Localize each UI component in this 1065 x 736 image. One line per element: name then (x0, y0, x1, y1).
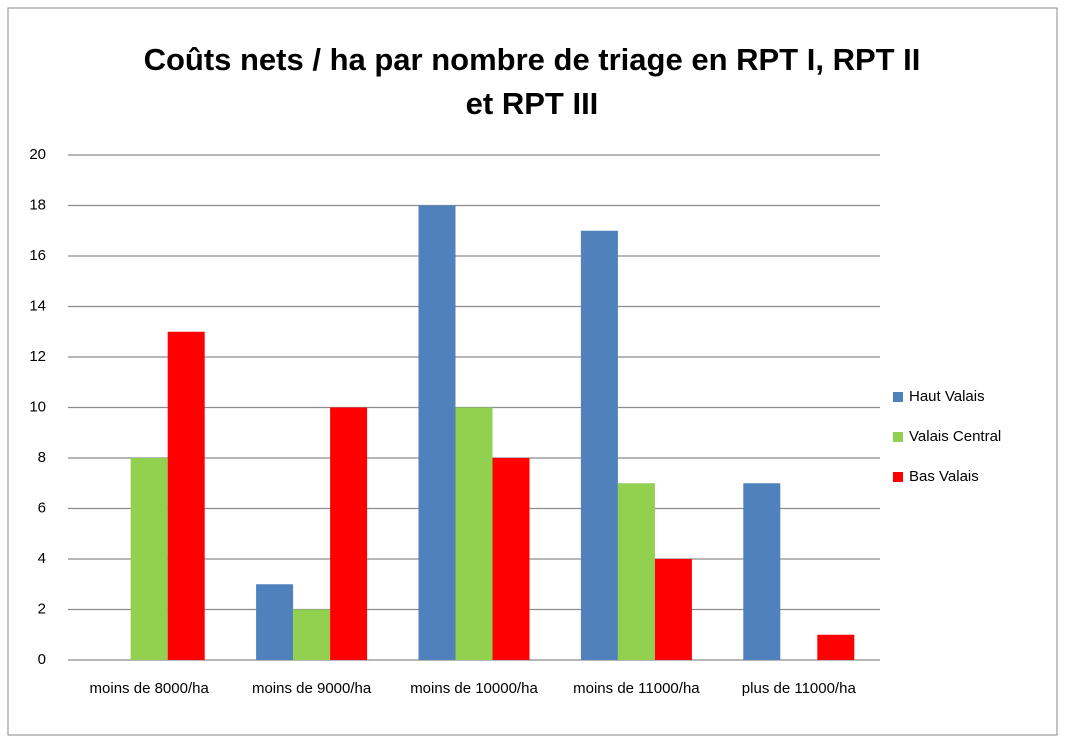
chart-title: Coûts nets / ha par nombre de triage en … (143, 42, 921, 121)
y-tick-label: 6 (38, 499, 46, 516)
y-tick-label: 20 (29, 146, 46, 163)
y-tick-label: 0 (38, 651, 46, 668)
bar (130, 458, 168, 660)
y-tick-label: 12 (29, 348, 46, 365)
y-tick-label: 16 (29, 247, 46, 264)
legend-swatch (893, 472, 903, 482)
x-tick-label: moins de 10000/ha (410, 680, 538, 697)
x-tick-label: moins de 9000/ha (251, 680, 372, 697)
x-tick-label: moins de 11000/ha (573, 680, 700, 697)
bar (418, 205, 456, 660)
bar (167, 331, 205, 660)
bar (580, 230, 618, 660)
y-tick-label: 10 (29, 398, 46, 415)
y-tick-label: 4 (38, 550, 46, 567)
legend-label: Valais Central (909, 428, 1001, 445)
bar (330, 407, 368, 660)
bar (654, 559, 692, 660)
y-tick-label: 2 (38, 600, 46, 617)
y-tick-label: 14 (29, 297, 46, 314)
bar (617, 483, 655, 660)
legend-swatch (893, 392, 903, 402)
bar (293, 609, 331, 660)
legend-swatch (893, 432, 903, 442)
bar (455, 407, 493, 660)
bar (817, 634, 855, 660)
x-tick-label: plus de 11000/ha (741, 680, 856, 697)
y-tick-label: 18 (29, 196, 46, 213)
x-tick-label: moins de 8000/ha (89, 680, 209, 697)
legend-label: Bas Valais (909, 468, 979, 485)
bar (256, 584, 294, 660)
bar (492, 458, 530, 660)
y-tick-label: 8 (38, 449, 46, 466)
bar (743, 483, 781, 660)
legend-label: Haut Valais (909, 388, 985, 405)
